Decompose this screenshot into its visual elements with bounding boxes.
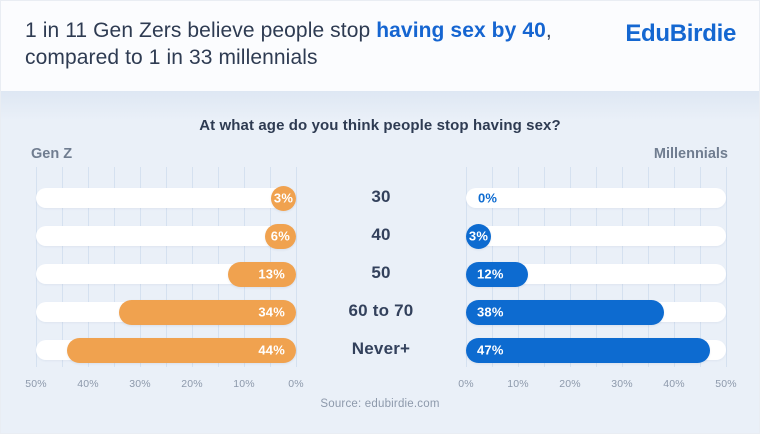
axis-tick: 0% <box>458 378 474 390</box>
axis-tick: 10% <box>233 378 255 390</box>
bar-value-label: 12% <box>477 266 504 282</box>
chart-panel: At what age do you think people stop hav… <box>1 91 759 433</box>
axis-tick: 30% <box>611 378 633 390</box>
bar-fill: 6% <box>264 223 296 249</box>
bar-value-label: 47% <box>477 342 504 358</box>
axis-tick: 10% <box>507 378 529 390</box>
bar-value-label: 3% <box>468 228 489 244</box>
category-label: 40 <box>371 225 391 244</box>
bar-fill: 3% <box>271 185 296 211</box>
category-label: Never+ <box>351 339 411 358</box>
bar-fill: 47% <box>466 337 711 363</box>
headline-line2: compared to 1 in 33 millennials <box>25 46 318 69</box>
bar-value-label: 13% <box>258 266 285 282</box>
bar-value-label: 0% <box>478 190 498 206</box>
source-credit: Source: edubirdie.com <box>320 398 440 410</box>
category-label: 50 <box>371 263 391 282</box>
bar-fill: 13% <box>228 261 296 287</box>
gridline <box>296 167 297 367</box>
plot-gen-z: 3% 6% 13% 34% 44% <box>36 167 297 375</box>
bar-fill: 12% <box>466 261 529 287</box>
axis-tick: 20% <box>559 378 581 390</box>
bar-track <box>466 226 726 246</box>
headline-separator: , <box>545 19 552 42</box>
bar-fill: 34% <box>119 299 296 325</box>
bar-track <box>36 226 296 246</box>
bar-value-label: 44% <box>258 342 285 358</box>
bar-fill: 3% <box>466 223 491 249</box>
axis-tick: 40% <box>663 378 685 390</box>
group-label-gen-z: Gen Z <box>31 146 73 162</box>
category-label: 30 <box>371 187 391 206</box>
chart-title: At what age do you think people stop hav… <box>199 117 561 134</box>
bar-value-label: 3% <box>273 190 294 206</box>
gridline <box>726 167 727 367</box>
plot-millennials: 0% 3% 12% 38% 47% <box>466 167 727 375</box>
axis-tick: 50% <box>715 378 737 390</box>
bar-fill: 44% <box>67 337 296 363</box>
axis-tick: 30% <box>129 378 151 390</box>
axis-tick: 20% <box>181 378 203 390</box>
axis-tick: 50% <box>25 378 47 390</box>
group-label-millennials: Millennials <box>653 146 728 162</box>
bar-track <box>36 188 296 208</box>
header: 1 in 11 Gen Zers believe people stop hav… <box>1 1 759 91</box>
bar-fill: 38% <box>466 299 664 325</box>
category-label: 60 to 70 <box>348 301 414 320</box>
bar-value-label: 34% <box>258 304 285 320</box>
bar-track <box>466 264 726 284</box>
axis-tick: 40% <box>77 378 99 390</box>
bar-value-label: 6% <box>270 228 290 244</box>
axis-tick: 0% <box>288 378 304 390</box>
bar-track: 0% <box>466 188 726 208</box>
headline-part1: 1 in 11 Gen Zers believe people stop <box>25 19 377 42</box>
bar-value-label: 38% <box>477 304 504 320</box>
headline: 1 in 11 Gen Zers believe people stop hav… <box>25 17 552 71</box>
gridline <box>36 167 37 367</box>
edubirdie-logo: EduBirdie <box>625 20 736 47</box>
gridline <box>466 167 467 367</box>
headline-highlight: having sex by 40 <box>376 19 546 42</box>
